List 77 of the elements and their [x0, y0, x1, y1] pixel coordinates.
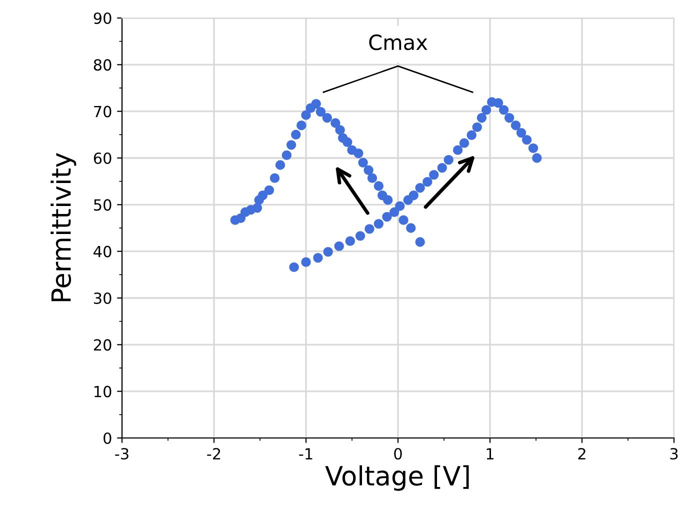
y-tick-label: 70: [94, 106, 112, 118]
point: [476, 113, 487, 123]
x-tick-label: -2: [207, 448, 220, 460]
point: [313, 253, 323, 263]
point: [316, 106, 326, 117]
point: [382, 212, 392, 222]
point: [275, 160, 286, 170]
point: [322, 113, 332, 123]
point: [466, 130, 476, 140]
point: [335, 125, 345, 135]
point: [444, 155, 454, 165]
point: [289, 262, 299, 272]
point: [378, 190, 388, 200]
point: [422, 176, 432, 187]
point: [528, 143, 538, 154]
x-tick-label: -3: [115, 448, 128, 460]
point: [415, 237, 425, 247]
point: [355, 231, 366, 241]
point: [498, 105, 509, 115]
point: [358, 158, 368, 168]
y-tick-label: 0: [104, 432, 112, 444]
y-tick-label: 90: [94, 12, 112, 24]
y-tick-label: 10: [94, 386, 112, 398]
point: [437, 162, 448, 173]
point: [522, 134, 532, 145]
point: [334, 241, 344, 252]
point: [415, 183, 425, 193]
x-axis-title: Voltage [V]: [325, 465, 469, 491]
point: [374, 218, 384, 229]
point: [452, 145, 463, 155]
point: [367, 173, 378, 183]
point: [394, 201, 405, 211]
point: [504, 113, 514, 123]
x-tick-label: -1: [299, 448, 312, 460]
point: [296, 120, 306, 130]
y-tick-label: 30: [94, 292, 112, 304]
point: [459, 138, 470, 148]
y-tick-label: 80: [94, 59, 112, 71]
y-axis-title: Permittivity: [50, 153, 76, 302]
x-tick-label: 1: [486, 448, 494, 460]
point: [364, 224, 374, 234]
point: [264, 185, 274, 196]
point: [345, 236, 356, 246]
y-tick-label: 20: [94, 339, 112, 351]
point: [282, 150, 292, 160]
point: [306, 103, 316, 113]
y-tick-label: 40: [94, 246, 112, 258]
point: [398, 215, 408, 225]
point: [532, 153, 542, 163]
point: [472, 122, 482, 132]
annotation: Cmax: [369, 34, 428, 50]
point: [429, 170, 439, 180]
point: [374, 181, 384, 191]
point: [291, 130, 301, 140]
point: [493, 98, 504, 108]
point: [516, 128, 526, 138]
point: [347, 145, 357, 155]
x-tick-label: 2: [578, 448, 586, 460]
point: [323, 246, 333, 257]
point: [481, 105, 492, 115]
point: [406, 223, 416, 233]
x-tick-label: 3: [670, 448, 678, 460]
y-tick-label: 60: [94, 152, 112, 164]
point: [254, 195, 264, 205]
point: [230, 215, 240, 225]
point: [286, 140, 296, 150]
point: [330, 118, 340, 128]
x-tick-label: 0: [394, 448, 402, 460]
point: [389, 207, 400, 217]
point: [270, 173, 280, 183]
point: [408, 190, 418, 200]
point: [301, 110, 311, 120]
point: [510, 120, 521, 130]
point: [301, 257, 311, 267]
point: [364, 165, 374, 175]
point: [338, 133, 348, 143]
y-tick-label: 50: [94, 199, 112, 211]
